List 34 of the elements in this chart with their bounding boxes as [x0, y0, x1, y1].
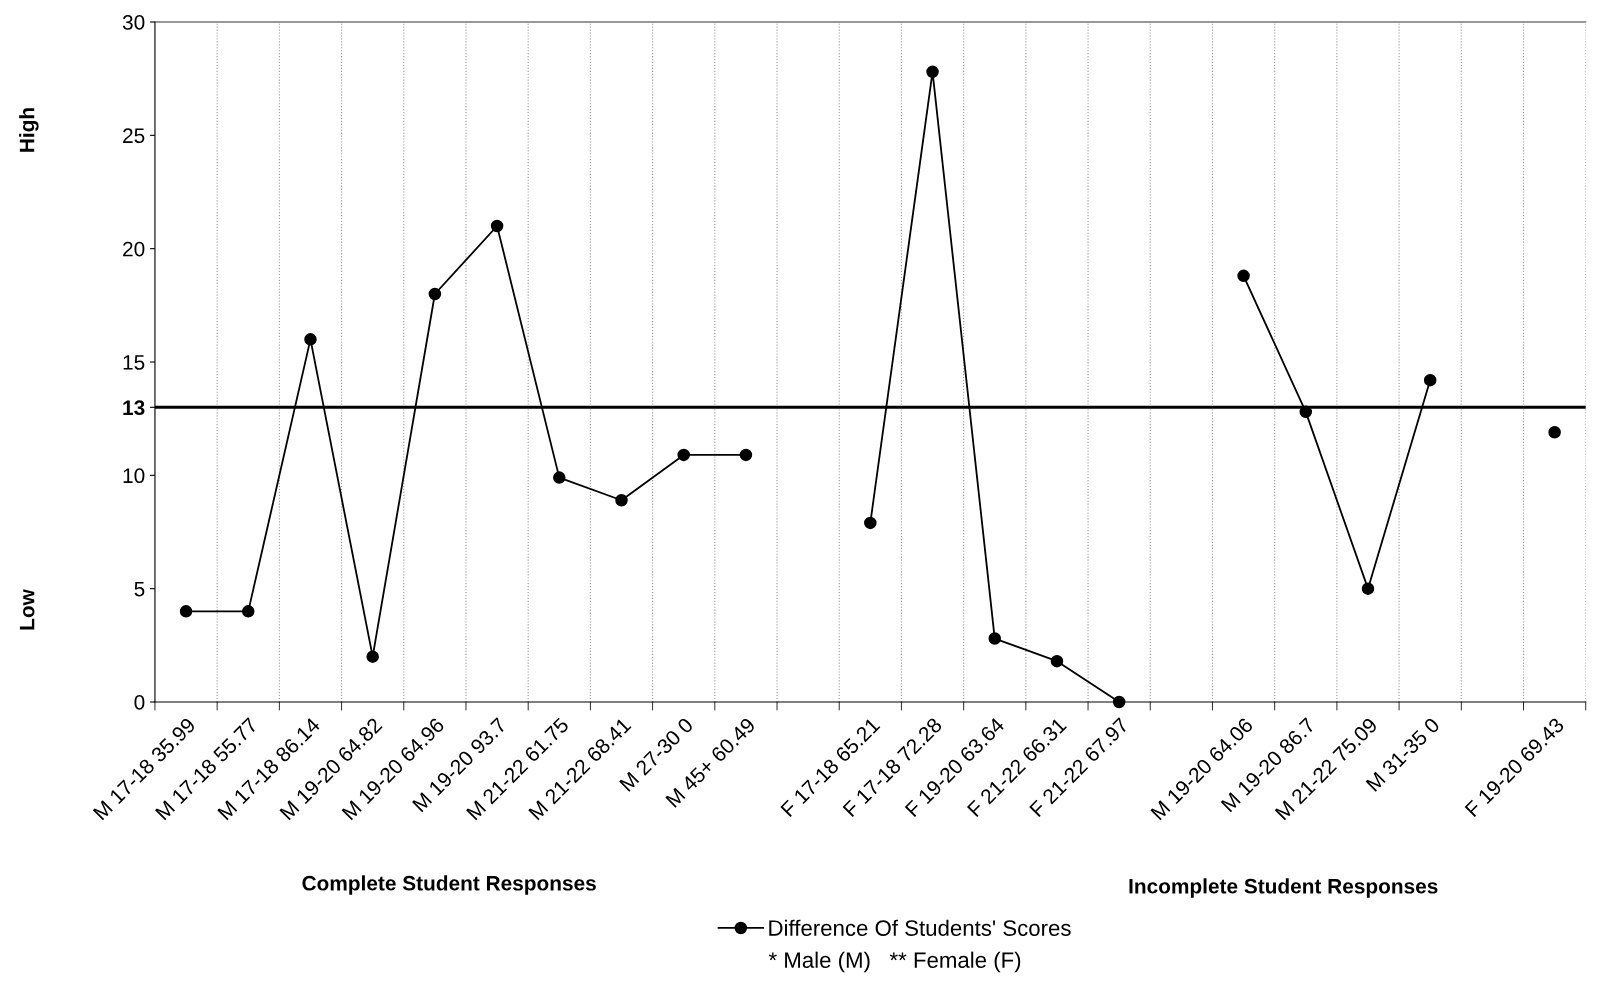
- text: Complete Student Responses: [302, 875, 596, 895]
- point: [1112, 695, 1126, 709]
- y-tick-label: 25: [123, 128, 145, 144]
- point: [428, 287, 442, 301]
- point: [1299, 405, 1313, 419]
- point: [1548, 426, 1561, 439]
- point: [677, 448, 690, 462]
- text: Low: [19, 589, 35, 630]
- y-tick-label: 30: [122, 15, 145, 30]
- point: [304, 333, 317, 346]
- point: [242, 605, 255, 618]
- point: [1423, 373, 1437, 387]
- point: [988, 632, 1001, 645]
- point: [490, 219, 504, 233]
- y-tick-label: 5: [134, 581, 145, 597]
- point: [1237, 269, 1250, 283]
- point: [366, 650, 379, 663]
- y-tick-label: 15: [123, 355, 145, 370]
- y-tick-label: 0: [134, 695, 145, 710]
- point: [739, 448, 753, 462]
- point: [553, 471, 566, 484]
- point: [864, 516, 877, 530]
- point: [1361, 582, 1375, 595]
- text: * Male (M) ** Female (F): [768, 951, 1021, 973]
- y-tick-label: 10: [123, 468, 145, 484]
- text: Incomplete Student Responses: [1129, 878, 1438, 898]
- point: [926, 65, 939, 79]
- point: [179, 605, 193, 618]
- point: [1050, 654, 1064, 668]
- text: High: [19, 108, 39, 152]
- legend-label: Difference Of Students' Scores: [769, 919, 1071, 936]
- y-tick-label: 20: [123, 241, 145, 257]
- point: [615, 494, 628, 507]
- y-tick-label: 13: [123, 400, 145, 416]
